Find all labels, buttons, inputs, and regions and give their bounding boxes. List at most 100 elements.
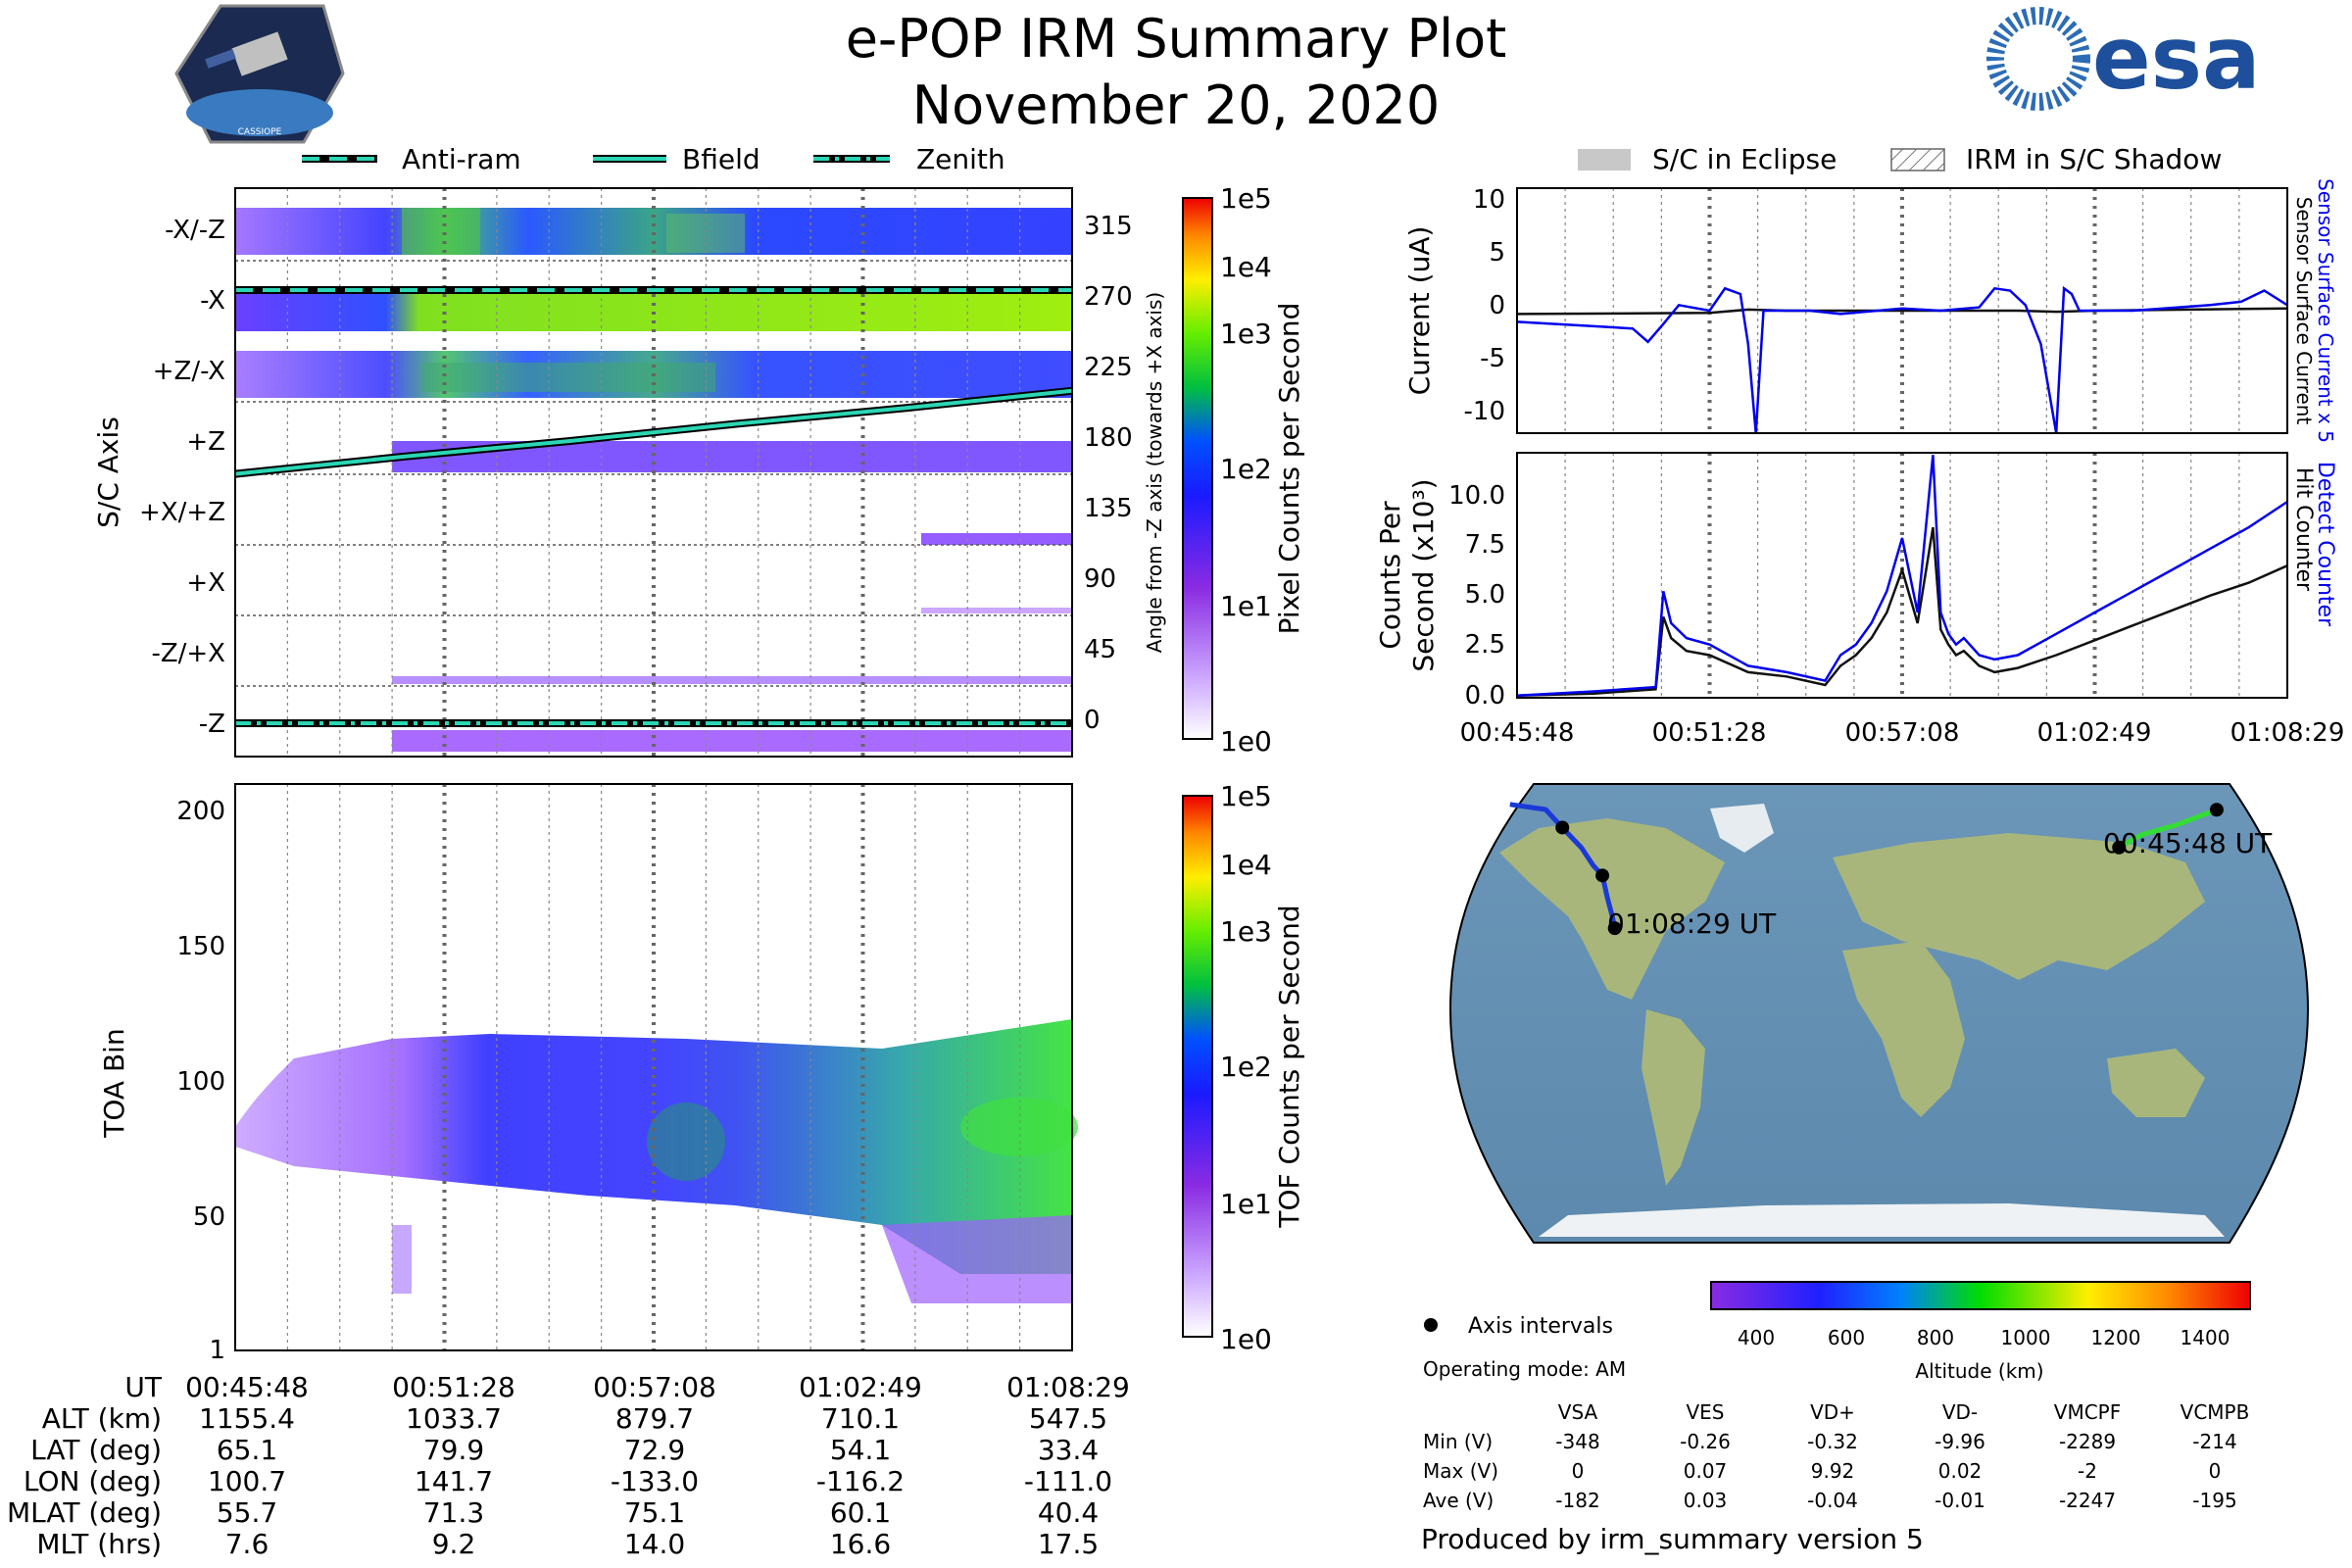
pixel-counts-colorbar-label: Pixel Counts per Second: [1273, 303, 1305, 635]
sc-axis-ytick-labels: -X/-Z -X +Z/-X +Z +X/+Z +X -Z/+X -Z: [139, 216, 225, 739]
orbit-cell: 33.4: [1038, 1434, 1099, 1466]
legend-eclipse-swatch: [1578, 149, 1631, 171]
vt-col: VD+: [1810, 1400, 1855, 1424]
operating-mode: Operating mode: AM: [1423, 1357, 1626, 1381]
esa-logo: esa: [1986, 7, 2260, 111]
toa-tick-200: 200: [176, 797, 225, 826]
toa-frame: [234, 783, 1073, 1351]
toa-ylabel: TOA Bin: [98, 1028, 130, 1138]
sc-axis-label-2: +Z/-X: [153, 357, 225, 386]
alt-tick-1400: 1400: [2180, 1326, 2230, 1349]
angle-axis-label: Angle from -Z axis (towards +X axis): [1143, 292, 1166, 653]
legend-anti-ram-label: Anti-ram: [402, 143, 521, 175]
voltage-table: VSA VES VD+ VD- VMCPF VCMPB Min (V) -348…: [1423, 1400, 2249, 1512]
cbar2-tick-1e2: 1e2: [1220, 1051, 1272, 1083]
angle-tick-225: 225: [1084, 353, 1133, 382]
info-block: Axis intervals Operating mode: AM VSA VE…: [1421, 1314, 2249, 1555]
counts-ylabel-line2: Second (x10³): [1407, 478, 1440, 671]
vt-cell: -0.26: [1680, 1430, 1731, 1453]
current-right-label-black: Sensor Surface Current: [2292, 197, 2316, 425]
angle-tick-270: 270: [1084, 282, 1133, 312]
counts-tick-10: 10.0: [1448, 481, 1505, 511]
counts-time-grid: [1564, 453, 2240, 698]
axis-interval-point: [1607, 921, 1622, 936]
cbar2-tick-1e3: 1e3: [1220, 915, 1272, 948]
map-antarctica: [1539, 1203, 2225, 1237]
toa-panel: 200 150 100 50 1 TOA Bin 1e5 1e4 1e3 1e2…: [98, 780, 1305, 1365]
toa-yticks: 200 150 100 50 1: [176, 797, 225, 1365]
ground-track-west: [1509, 802, 1618, 929]
current-frame: [1516, 187, 2288, 434]
page-date: November 20, 2020: [912, 74, 1441, 136]
axis-interval-point: [1555, 820, 1570, 835]
vt-cell: 0: [1572, 1459, 1585, 1483]
axis-intervals-label: Axis intervals: [1468, 1314, 1613, 1339]
map-start-label: 00:45:48 UT: [2103, 827, 2273, 859]
counts-tick-7.5: 7.5: [1465, 530, 1505, 560]
toa-tick-50: 50: [193, 1202, 225, 1232]
vt-row-label: Max (V): [1423, 1459, 1498, 1483]
counts-xtick-3: 01:02:49: [2037, 718, 2152, 748]
vt-col: VMCPF: [2054, 1400, 2121, 1424]
counts-tick-0: 0.0: [1465, 681, 1505, 710]
vt-cell: -2: [2078, 1459, 2097, 1483]
tof-counts-colorbar-label: TOF Counts per Second: [1273, 905, 1305, 1228]
orbit-row-label: UT: [124, 1371, 162, 1403]
orbit-cell: 879.7: [615, 1402, 694, 1435]
cbar1-tick-1e3: 1e3: [1220, 318, 1272, 350]
orbit-row-alt: ALT (km) 1155.4 1033.7 879.7 710.1 547.5: [42, 1402, 1107, 1435]
vt-cell: -195: [2192, 1489, 2236, 1512]
alt-tick-1200: 1200: [2091, 1326, 2141, 1349]
vt-col: VSA: [1558, 1400, 1598, 1424]
counts-xtick-4: 01:08:29: [2230, 718, 2345, 748]
orbit-cell: 1155.4: [199, 1402, 295, 1435]
vt-cell: -0.04: [1807, 1489, 1858, 1512]
current-tick-5: 5: [1489, 238, 1505, 268]
legend-shadow-swatch: [1890, 148, 1945, 172]
cbar2-tick-1e5: 1e5: [1220, 780, 1272, 812]
alt-tick-600: 600: [1828, 1326, 1865, 1349]
counts-xtick-0: 00:45:48: [1460, 718, 1575, 748]
vt-cell: -2247: [2059, 1489, 2116, 1512]
orbit-cell: 141.7: [415, 1465, 493, 1497]
legend-top-left: Anti-ram Bfield Zenith: [302, 143, 1005, 175]
orbit-row-lon: LON (deg) 100.7 141.7 -133.0 -116.2 -111…: [24, 1465, 1112, 1497]
angle-tick-315: 315: [1084, 212, 1133, 241]
sc-axis-frame: [234, 187, 1073, 758]
cbar2-tick-1e4: 1e4: [1220, 849, 1272, 881]
legend-bfield: Bfield: [593, 143, 760, 175]
counts-right-label-black: Hit Counter: [2291, 467, 2316, 592]
cbar1-tick-1e4: 1e4: [1220, 251, 1272, 283]
vt-cell: -182: [1555, 1489, 1599, 1512]
orbit-cell: 01:02:49: [799, 1371, 922, 1403]
counts-xtick-2: 00:57:08: [1845, 718, 1960, 748]
counts-tick-5: 5.0: [1465, 580, 1505, 610]
vt-cell: 0.07: [1684, 1459, 1728, 1483]
toa-spectrogram-fill: [235, 1019, 1078, 1303]
axis-intervals-marker: [1424, 1318, 1438, 1332]
orbit-cell: 79.9: [423, 1434, 484, 1466]
tof-counts-colorbar: [1182, 795, 1213, 1338]
orbit-cell: 14.0: [624, 1528, 685, 1560]
angle-tick-180: 180: [1084, 423, 1133, 453]
vt-cell: 0: [2209, 1459, 2222, 1483]
orbit-row-label: LAT (deg): [30, 1434, 162, 1466]
axis-interval-point: [1595, 868, 1610, 883]
orbit-row-lat: LAT (deg) 65.1 79.9 72.9 54.1 33.4: [30, 1434, 1099, 1466]
sc-axis-time-grid: [286, 188, 1021, 757]
vt-cell: -0.32: [1807, 1430, 1858, 1453]
sc-axis-label-3: +Z: [186, 427, 225, 457]
vt-cell: -0.01: [1935, 1489, 1985, 1512]
orbit-cell: 72.9: [624, 1434, 685, 1466]
orbit-cell: 100.7: [208, 1465, 286, 1497]
ground-track-east: [2118, 807, 2218, 850]
angle-tick-45: 45: [1084, 635, 1116, 664]
bfield-line: [234, 388, 1073, 476]
orbit-cell: 1033.7: [406, 1402, 502, 1435]
toa-time-grid: [286, 784, 1021, 1350]
sc-axis-ylabel: S/C Axis: [92, 416, 124, 528]
vt-cell: -214: [2192, 1430, 2236, 1453]
orbit-cell: 40.4: [1038, 1496, 1099, 1529]
vt-cell: -348: [1555, 1430, 1599, 1453]
current-ylabel: Current (uA): [1403, 226, 1436, 396]
